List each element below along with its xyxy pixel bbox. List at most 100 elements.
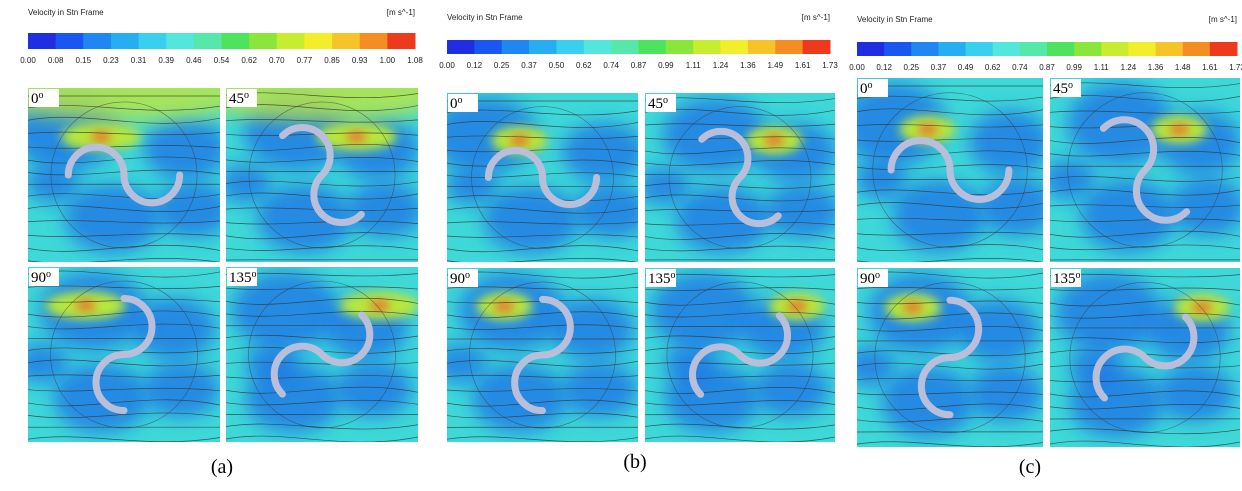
streamline: [1050, 137, 1240, 144]
streamline: [645, 147, 835, 155]
streamline: [28, 220, 220, 224]
streamline: [1050, 337, 1240, 344]
low-velocity: [346, 181, 418, 238]
colorbar-segment: [693, 40, 722, 54]
streamline: [1050, 440, 1240, 447]
peak-velocity: [1169, 124, 1190, 135]
colorbar-tick-label: 1.24: [1121, 63, 1137, 72]
angle-value: 0: [860, 81, 868, 97]
colorbar-title: Velocity in Stn Frame: [28, 8, 104, 17]
angle-value: 0: [31, 91, 39, 107]
angle-box: [448, 94, 478, 112]
angle-label: 135o: [648, 270, 676, 287]
low-velocity: [143, 361, 220, 418]
streamline: [447, 399, 638, 407]
flow-image: [28, 88, 220, 262]
streamline: [28, 193, 220, 200]
streamline: [28, 145, 220, 149]
streamline: [226, 232, 418, 240]
streamline: [1050, 150, 1240, 157]
colorbar-segment: [166, 33, 195, 49]
streamline: [28, 436, 220, 442]
low-velocity: [231, 271, 340, 350]
streamline: [857, 124, 1043, 128]
colorbar-segment: [1128, 42, 1157, 56]
streamline: [28, 257, 220, 262]
streamline: [857, 377, 1043, 382]
colorbar-tick-label: 0.23: [103, 56, 119, 65]
streamline: [645, 221, 835, 226]
colorbar-tick-label: 0.00: [20, 56, 36, 65]
streamline: [28, 131, 220, 136]
domain-ring: [471, 106, 614, 249]
domain-ring: [668, 106, 812, 249]
low-velocity: [675, 185, 771, 254]
colorbar-tick-label: 1.61: [1202, 63, 1218, 72]
caption: (b): [623, 451, 646, 473]
colorbar-segment: [28, 33, 57, 49]
angle-value: 135: [1053, 271, 1076, 287]
colorbar-title: Velocity in Stn Frame: [857, 15, 933, 24]
colorbar-tick-label: 0.49: [958, 63, 974, 72]
streamline: [1050, 403, 1240, 410]
low-velocity: [447, 344, 488, 384]
streamline: [857, 257, 1043, 262]
colorbar-segment: [55, 33, 84, 49]
streamline: [1050, 390, 1240, 398]
peak-velocity: [346, 131, 367, 142]
low-velocity: [154, 181, 220, 238]
colorbar-tick-label: 0.74: [603, 61, 619, 70]
angle-label: 135o: [229, 269, 257, 286]
streamline: [1050, 218, 1240, 223]
streamline: [447, 374, 638, 379]
streamline: [857, 108, 1043, 116]
angle-value: 90: [860, 271, 875, 287]
colorbar-tick-label: 0.00: [439, 61, 455, 70]
streamline: [447, 388, 638, 392]
streamline: [28, 412, 220, 419]
streamline: [857, 325, 1043, 332]
low-velocity: [561, 361, 638, 418]
streamline: [1050, 312, 1240, 319]
caption: (a): [211, 456, 233, 478]
colorbar-tick-label: 1.36: [740, 61, 756, 70]
low-velocity: [573, 184, 638, 239]
colorbar-tick-label: 1.73: [1229, 63, 1242, 72]
domain-ring: [248, 280, 396, 429]
colorbar-tick-label: 0.12: [876, 63, 892, 72]
colorbar-segment: [938, 42, 967, 56]
flow-image: [857, 268, 1043, 447]
colorbar-tick-label: 0.62: [576, 61, 592, 70]
rotor-blade: [92, 295, 156, 414]
flow-image: [226, 267, 418, 442]
angle-box: [1051, 79, 1081, 97]
colorbar-tick-label: 0.77: [297, 56, 313, 65]
colorbar-segment: [665, 40, 694, 54]
colorbar-segment: [138, 33, 167, 49]
streamline: [226, 143, 418, 151]
streamline: [645, 160, 835, 166]
streamline: [1050, 287, 1240, 292]
colorbar-tick-label: 1.24: [713, 61, 729, 70]
angle-label: 0o: [860, 80, 873, 97]
streamline: [447, 311, 638, 319]
streamline: [28, 285, 220, 289]
angle-box: [858, 269, 888, 287]
angle-label: 45o: [1053, 80, 1073, 97]
angle-value: 45: [648, 96, 663, 112]
streamline: [447, 286, 638, 290]
colorbar-unit: [m s^-1]: [1209, 15, 1237, 24]
domain-ring: [666, 281, 814, 429]
streamline: [645, 423, 835, 430]
streamline: [645, 123, 835, 127]
streamline: [447, 195, 638, 201]
peak-velocity: [1192, 302, 1212, 313]
low-velocity: [1067, 82, 1174, 166]
low-velocity: [857, 158, 908, 200]
rotor-blade: [484, 146, 601, 209]
rotor-blade: [887, 137, 1013, 203]
colorbar-segment: [1209, 42, 1238, 56]
angle-sup: o: [663, 95, 668, 106]
low-velocity: [650, 272, 758, 351]
streamline: [857, 189, 1043, 196]
